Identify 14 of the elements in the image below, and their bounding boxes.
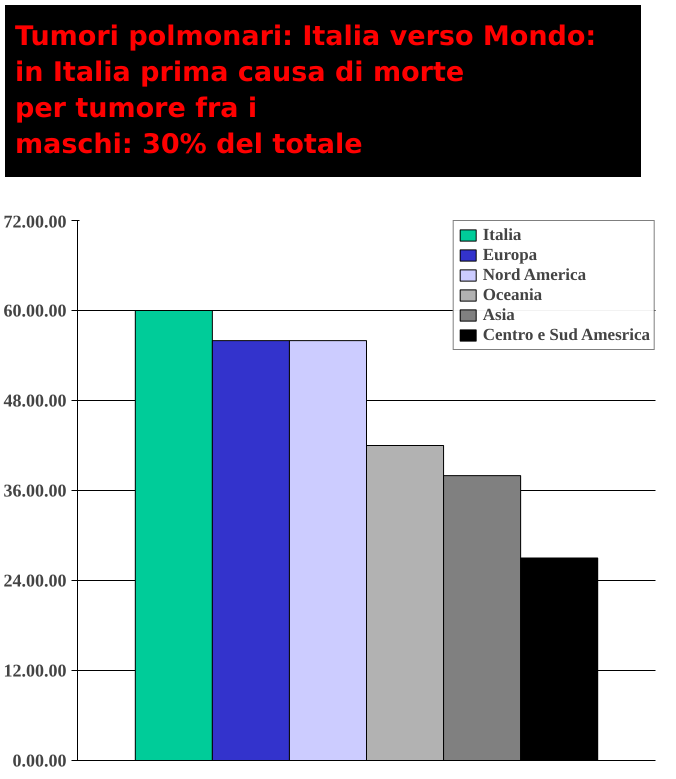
legend-label: Italia	[482, 225, 522, 245]
chart-title: Tumori polmonari: Italia verso Mondo: in Italia prima causa di morte per tumore fra i maschi: 30% del totale	[5, 5, 641, 177]
legend-label: Nord America	[482, 265, 586, 285]
legend-label: Centro e Sud Amesrica	[482, 325, 650, 345]
text: 0.00.00	[12, 750, 66, 770]
legend-label: Oceania	[482, 285, 542, 305]
text: 72.00.00	[4, 212, 66, 232]
text: 60.00.00	[4, 300, 66, 320]
text: 48.00.00	[4, 390, 66, 410]
text: 36.00.00	[4, 480, 66, 500]
legend-label: Asia	[482, 305, 515, 325]
legend-label: Europa	[482, 245, 538, 265]
text: 12.00.00	[4, 660, 66, 680]
text: 24.00.00	[4, 570, 66, 590]
